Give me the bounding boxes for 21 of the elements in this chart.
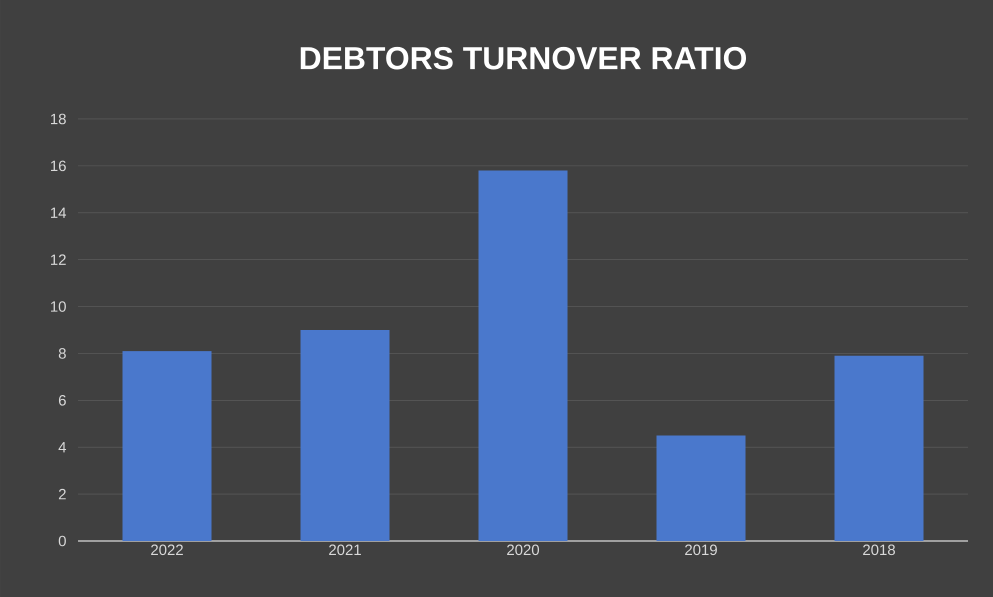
y-tick-label: 2 <box>58 488 66 500</box>
bar <box>300 330 390 541</box>
x-tick-label: 2019 <box>685 544 717 556</box>
x-tick-label: 2021 <box>329 544 361 556</box>
bar <box>834 356 924 541</box>
y-tick-label: 4 <box>58 442 66 452</box>
y-tick-label: 18 <box>51 114 66 124</box>
bar <box>478 170 568 541</box>
y-tick-label: 14 <box>51 208 66 218</box>
bar <box>656 435 746 541</box>
y-tick-label: 16 <box>51 160 66 172</box>
y-tick-label: 6 <box>58 395 66 406</box>
x-tick-label: 2022 <box>151 544 183 556</box>
y-tick-label: 10 <box>51 301 66 312</box>
x-tick-label: 2020 <box>507 544 540 556</box>
x-tick-label: 2018 <box>863 544 895 556</box>
y-tick-label: 12 <box>51 254 66 265</box>
y-tick-label: 0 <box>58 536 66 546</box>
bar <box>122 351 212 541</box>
chart-title: DEBTORS TURNOVER RATIO <box>300 46 746 70</box>
y-tick-label: 8 <box>58 348 66 359</box>
